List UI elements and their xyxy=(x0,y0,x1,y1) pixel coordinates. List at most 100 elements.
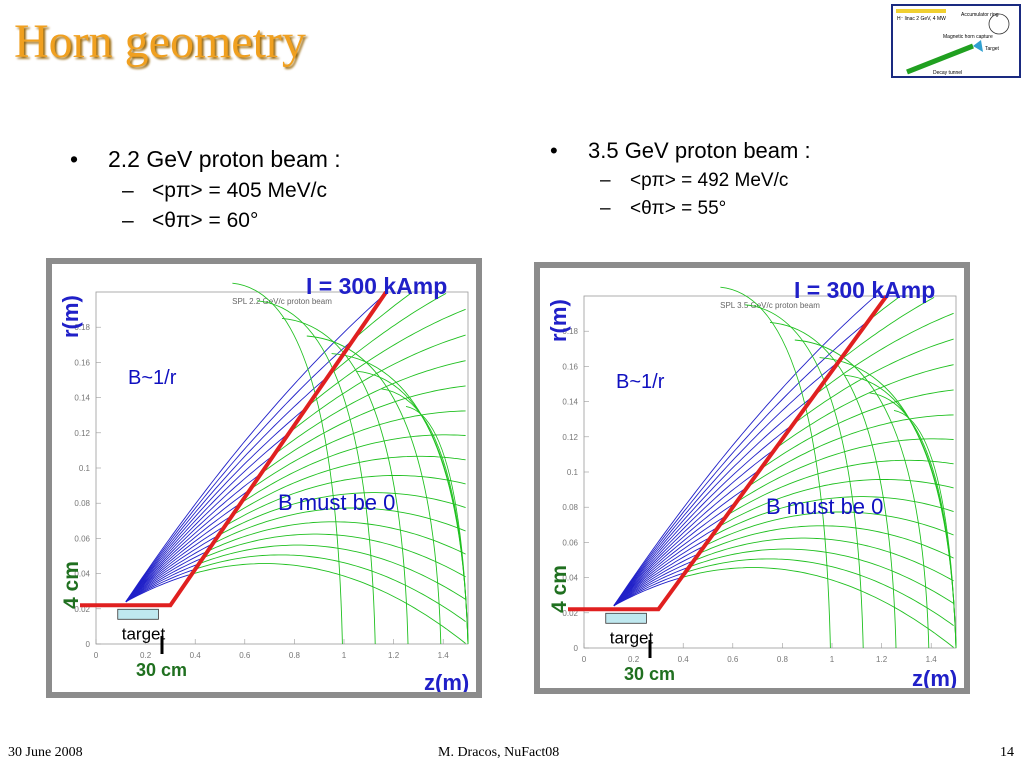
x-tick-label: 0.6 xyxy=(239,651,251,660)
inside-trajectory xyxy=(125,569,193,603)
inside-trajectory xyxy=(613,545,704,607)
target-box xyxy=(605,612,647,624)
inside-trajectory xyxy=(613,449,775,607)
inside-trajectory xyxy=(125,543,212,603)
inside-trajectory xyxy=(613,566,689,607)
right-bullet-heading: 3.5 GeV proton beam : xyxy=(588,138,811,163)
y-tick-label: 0.1 xyxy=(567,468,579,477)
inside-trajectory xyxy=(125,298,381,603)
x-tick-label: 1.4 xyxy=(926,655,938,664)
outside-trajectory xyxy=(745,304,864,649)
right-horn-field-plot: SPL 3.5 GeV/c proton beam 0 0.2 0.4 0.6 0.8 1 1… xyxy=(546,277,957,691)
outside-trajectory xyxy=(285,334,466,436)
plot-subtitle: SPL 2.2 GeV/c proton beam xyxy=(232,297,332,306)
thumb-label-linac: H⁻ linac 2 GeV, 4 MW xyxy=(897,16,946,22)
x-tick-label: 0 xyxy=(582,655,587,664)
field-label: B~1/r xyxy=(128,367,177,389)
outside-trajectory xyxy=(305,308,466,409)
plot-frame xyxy=(583,295,957,649)
field-label: B~1/r xyxy=(616,371,665,393)
outside-trajectory xyxy=(188,563,466,644)
outside-trajectory xyxy=(246,410,466,493)
outside-trajectory xyxy=(773,364,954,451)
y-tick-label: 0.12 xyxy=(74,429,90,438)
inside-trajectory xyxy=(125,552,205,603)
outside-trajectory xyxy=(192,554,466,622)
x-tick-label: 0 xyxy=(94,651,99,660)
inside-trajectory xyxy=(125,378,326,603)
inside-trajectory xyxy=(613,572,685,607)
outside-trajectory xyxy=(680,567,954,648)
z-axis-label: z(m) xyxy=(424,670,469,692)
outside-trajectory xyxy=(215,492,466,538)
outside-trajectory xyxy=(812,312,954,397)
x-tick-label: 1.4 xyxy=(438,651,450,660)
height-label: 4 cm xyxy=(548,565,571,613)
thumb-label-target: Target xyxy=(985,46,1000,52)
target-box xyxy=(117,608,159,620)
inside-trajectory xyxy=(125,491,248,603)
inside-trajectory xyxy=(613,470,759,607)
y-tick-label: 0.14 xyxy=(74,394,90,403)
y-tick-label: 0.04 xyxy=(562,574,578,583)
inside-trajectory xyxy=(613,577,681,607)
outside-trajectory xyxy=(703,511,954,547)
right-bullet-momentum: <pπ> = 492 MeV/c xyxy=(630,170,789,191)
outside-trajectory xyxy=(232,282,343,645)
inside-trajectory xyxy=(613,528,716,607)
outside-trajectory xyxy=(722,459,954,518)
inside-trajectory xyxy=(125,564,197,603)
outside-trajectory xyxy=(223,475,466,528)
y-tick-label: 0.02 xyxy=(74,605,90,614)
thumb-label-horn: Magnetic horn capture xyxy=(943,34,993,40)
left-plot-panel: SPL 2.2 GeV/c proton beam 0 0.2 0.4 0.6 0.8 1 1… xyxy=(46,258,482,698)
zero-field-label: B must be 0 xyxy=(278,490,395,515)
outside-trajectory xyxy=(270,360,466,459)
target-label: target xyxy=(610,628,654,647)
x-tick-label: 1.2 xyxy=(876,655,888,664)
inside-trajectory xyxy=(613,487,747,607)
y-tick-label: 0.04 xyxy=(74,570,90,579)
outside-trajectory xyxy=(794,339,930,649)
facility-thumbnail: H⁻ linac 2 GeV, 4 MW Accumulator ring Ma… xyxy=(891,4,1021,78)
slide-title: Horn geometry xyxy=(14,15,306,68)
y-tick-label: 0.16 xyxy=(74,358,90,367)
inside-trajectory xyxy=(125,526,224,603)
inside-trajectory xyxy=(125,504,240,603)
footer-author: M. Dracos, NuFact08 xyxy=(438,745,560,760)
outside-trajectory xyxy=(281,317,409,645)
inside-trajectory xyxy=(125,435,287,603)
right-bullet-angle: <θπ> = 55° xyxy=(630,198,727,219)
inside-trajectory xyxy=(613,363,837,607)
outside-trajectory xyxy=(683,558,954,626)
y-tick-label: 0.02 xyxy=(562,609,578,618)
length-label: 30 cm xyxy=(624,664,675,684)
outside-trajectory xyxy=(211,507,466,545)
r-axis-label: r(m) xyxy=(546,299,571,342)
left-bullet-heading: 2.2 GeV proton beam : xyxy=(108,146,341,172)
z-axis-label: z(m) xyxy=(912,666,957,688)
outside-trajectory xyxy=(257,300,376,645)
outside-trajectory xyxy=(324,293,447,380)
inside-trajectory xyxy=(125,457,271,603)
outside-trajectory xyxy=(758,389,954,472)
target-label: target xyxy=(122,624,166,643)
plot-subtitle: SPL 3.5 GeV/c proton beam xyxy=(720,301,820,310)
footer-page-number: 14 xyxy=(1000,745,1014,760)
y-tick-label: 0.18 xyxy=(562,327,578,336)
x-tick-label: 0.2 xyxy=(140,651,152,660)
outside-trajectory xyxy=(715,479,954,530)
outside-trajectory xyxy=(687,548,954,604)
right-bullet-list: • 3.5 GeV proton beam : – <pπ> = 492 MeV/c… xyxy=(550,138,811,219)
inside-trajectory xyxy=(613,517,724,607)
current-label: I = 300 kAmp xyxy=(794,277,935,303)
outside-trajectory xyxy=(238,434,466,505)
x-tick-label: 1.2 xyxy=(388,651,400,660)
right-plot-panel: SPL 3.5 GeV/c proton beam 0 0.2 0.4 0.6 0.8 1 1… xyxy=(534,262,970,694)
inside-trajectory xyxy=(125,536,216,603)
left-bullet-list: • 2.2 GeV proton beam : – <pπ> = 405 MeV/c… xyxy=(70,146,341,232)
outside-trajectory xyxy=(405,405,469,645)
inside-trajectory xyxy=(613,295,903,607)
thumb-label-tunnel: Decay tunnel xyxy=(933,70,962,76)
outside-trajectory xyxy=(836,297,935,364)
